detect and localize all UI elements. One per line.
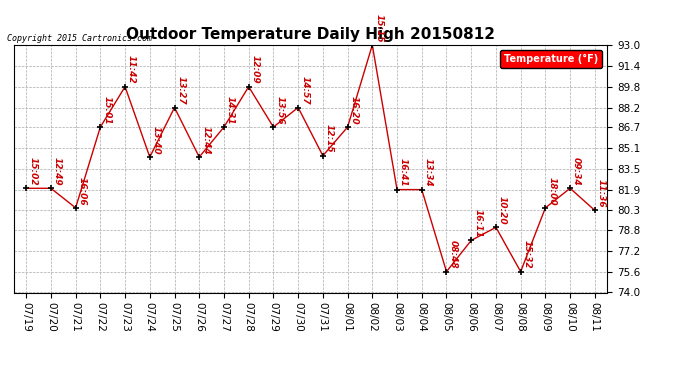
Text: 12:15: 12:15 xyxy=(325,124,334,153)
Text: 16:20: 16:20 xyxy=(350,96,359,124)
Text: 15:15: 15:15 xyxy=(374,14,383,42)
Text: 13:27: 13:27 xyxy=(177,76,186,105)
Text: 12:09: 12:09 xyxy=(250,56,259,84)
Text: 16:11: 16:11 xyxy=(473,209,482,238)
Text: 15:01: 15:01 xyxy=(102,96,111,124)
Legend: Temperature (°F): Temperature (°F) xyxy=(500,50,602,68)
Text: 13:40: 13:40 xyxy=(152,126,161,154)
Text: 09:34: 09:34 xyxy=(572,157,581,186)
Text: 15:02: 15:02 xyxy=(28,157,37,186)
Text: 18:00: 18:00 xyxy=(547,177,556,205)
Text: 11:42: 11:42 xyxy=(127,56,136,84)
Text: 16:41: 16:41 xyxy=(399,158,408,187)
Text: 10:20: 10:20 xyxy=(498,196,507,225)
Text: 15:32: 15:32 xyxy=(522,240,531,269)
Text: 16:06: 16:06 xyxy=(77,177,86,205)
Text: 14:57: 14:57 xyxy=(300,76,309,105)
Text: 13:56: 13:56 xyxy=(275,96,284,124)
Text: Copyright 2015 Cartronics.com: Copyright 2015 Cartronics.com xyxy=(7,34,152,43)
Text: 12:49: 12:49 xyxy=(53,157,62,186)
Title: Outdoor Temperature Daily High 20150812: Outdoor Temperature Daily High 20150812 xyxy=(126,27,495,42)
Text: 11:36: 11:36 xyxy=(597,179,606,208)
Text: 12:44: 12:44 xyxy=(201,126,210,154)
Text: 13:34: 13:34 xyxy=(424,158,433,187)
Text: 14:31: 14:31 xyxy=(226,96,235,124)
Text: 08:48: 08:48 xyxy=(448,240,457,269)
